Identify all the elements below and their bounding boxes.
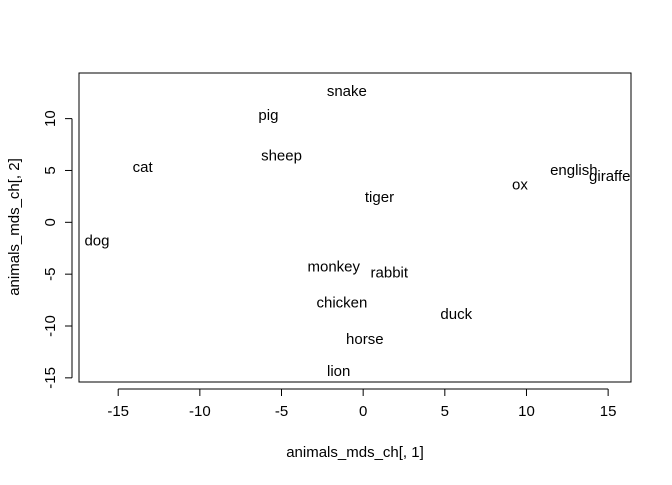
point-label-monkey: monkey <box>308 258 361 275</box>
point-label-pig: pig <box>258 107 278 124</box>
y-tick-label: -5 <box>42 267 59 280</box>
point-label-dog: dog <box>84 232 109 249</box>
y-axis-title: animals_mds_ch[, 2] <box>6 158 23 296</box>
x-tick-label: 5 <box>441 403 449 420</box>
y-tick-label: -15 <box>42 367 59 389</box>
x-axis-title: animals_mds_ch[, 1] <box>286 444 424 461</box>
y-tick-label: -10 <box>42 315 59 337</box>
x-tick-label: -5 <box>275 403 288 420</box>
x-tick-label: -10 <box>189 403 211 420</box>
y-tick-label: 0 <box>42 218 59 226</box>
plot-frame <box>78 72 632 383</box>
y-axis: -15 -10 -5 0 5 10 <box>42 110 73 389</box>
point-label-chicken: chicken <box>317 295 368 312</box>
point-label-lion: lion <box>327 363 350 380</box>
x-tick-label: 0 <box>359 403 367 420</box>
point-label-english: english <box>550 162 598 179</box>
x-tick-label: 15 <box>600 403 617 420</box>
point-label-snake: snake <box>327 83 367 100</box>
y-tick-label: 10 <box>42 110 59 127</box>
point-label-giraffe: giraffe <box>589 168 630 185</box>
point-label-rabbit: rabbit <box>371 265 409 282</box>
x-tick-label: 10 <box>518 403 535 420</box>
point-label-tiger: tiger <box>365 189 394 206</box>
x-axis: -15 -10 -5 0 5 10 15 <box>107 388 617 420</box>
point-label-sheep: sheep <box>261 147 302 164</box>
point-label-horse: horse <box>346 331 384 348</box>
point-label-ox: ox <box>512 176 528 193</box>
point-label-cat: cat <box>133 159 154 176</box>
point-label-duck: duck <box>440 306 472 323</box>
x-tick-label: -15 <box>107 403 129 420</box>
y-tick-label: 5 <box>42 166 59 174</box>
